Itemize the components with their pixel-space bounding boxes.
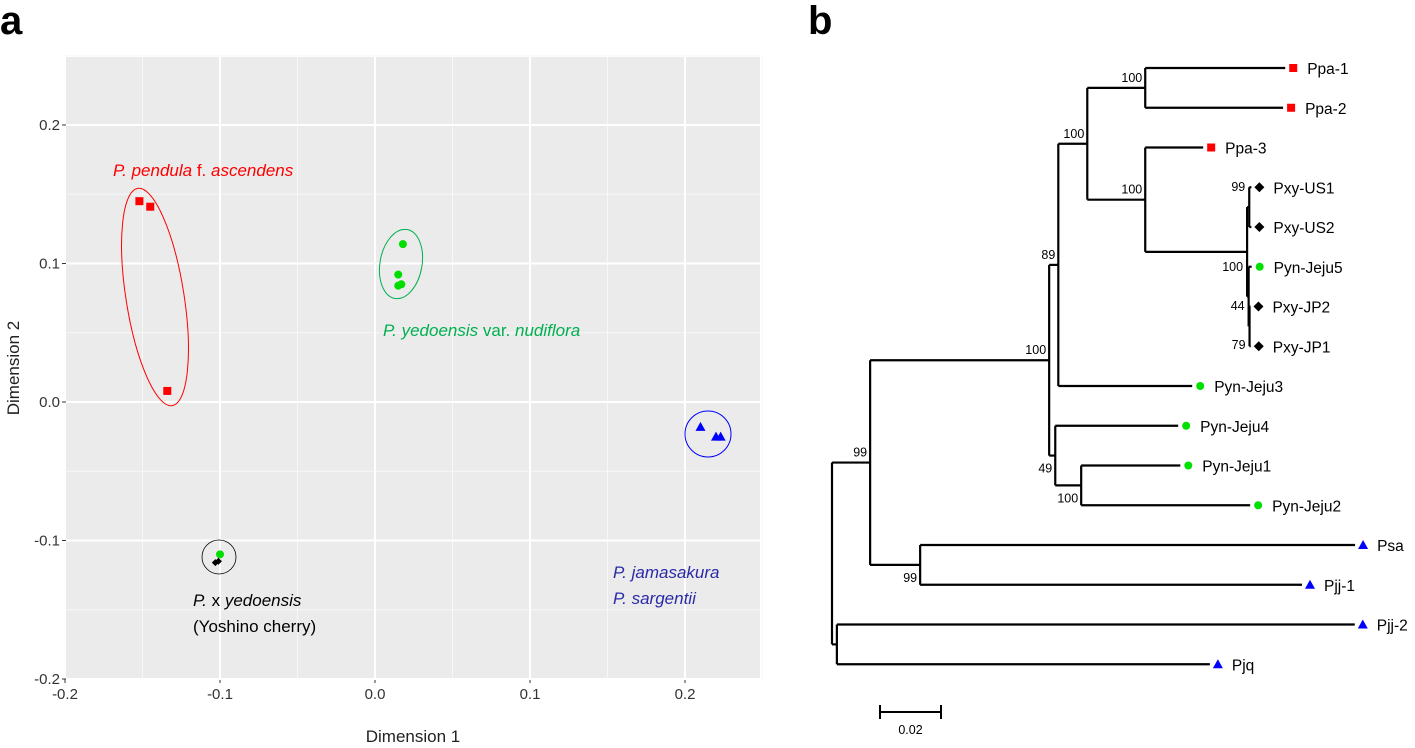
diamond-marker-icon [1253, 301, 1264, 312]
mds-scatter-plot: -0.2 -0.1 0.0 0.1 0.2 -0.2 -0.1 0.0 0.1 0.2 P. pen… [34, 55, 763, 703]
leaf-label: Pyn-Jeju5 [1274, 260, 1343, 277]
annotation-segment: P. sargentii [613, 589, 697, 608]
circle-marker-icon [1255, 262, 1264, 271]
x-tick-label: -0.1 [207, 686, 233, 703]
bootstrap-value: 99 [1231, 180, 1245, 194]
data-point [397, 280, 406, 289]
bootstrap-value: 100 [1057, 491, 1078, 505]
annotation-segment: P. jamasakura [613, 563, 719, 582]
cluster-annotation: P. sargentii [613, 589, 697, 608]
bootstrap-value: 100 [1025, 343, 1046, 357]
cluster-annotation: P. pendula f. ascendens [113, 161, 294, 180]
data-point [163, 386, 172, 395]
leaf-label: Psa [1377, 538, 1404, 555]
leaf-label: Pxy-JP2 [1272, 300, 1330, 317]
data-point [695, 421, 706, 431]
plot-background [66, 57, 760, 679]
cluster-annotation: (Yoshino cherry) [193, 617, 316, 636]
bootstrap-value: 100 [1121, 183, 1142, 197]
annotation-segment: f. [192, 161, 211, 180]
data-point [715, 431, 726, 441]
y-tick-label: 0.0 [39, 394, 60, 411]
bootstrap-value: 79 [1232, 338, 1246, 352]
leaf-label: Ppa-1 [1307, 61, 1348, 78]
panel-label-b: b [808, 0, 832, 43]
square-marker-icon [1289, 64, 1298, 72]
panel-label-a: a [0, 0, 23, 43]
data-point [214, 557, 222, 565]
annotation-segment: P. pendula [113, 161, 192, 180]
bootstrap-value: 49 [1038, 462, 1052, 476]
cluster-annotation: P. x yedoensis [193, 591, 302, 610]
circle-marker-icon [1196, 382, 1205, 390]
annotation-segment: var. [478, 321, 515, 340]
leaf-label: Pyn-Jeju2 [1272, 498, 1341, 515]
leaf-label: Pjj-1 [1324, 578, 1355, 595]
leaf-label: Ppa-2 [1305, 101, 1346, 118]
leaf-label: Pjq [1232, 657, 1254, 674]
x-tick-label: 0.1 [520, 686, 541, 703]
cluster-annotation: P. yedoensis var. nudiflora [383, 321, 580, 340]
leaf-label: Pjj-2 [1377, 618, 1408, 635]
leaf-label: Pyn-Jeju4 [1200, 419, 1269, 436]
triangle-marker-icon [1358, 540, 1369, 549]
triangle-marker-icon [1305, 579, 1316, 589]
leaf-label: Pyn-Jeju3 [1214, 379, 1283, 396]
y-tick-label: 0.2 [39, 117, 60, 134]
diamond-marker-icon [1253, 341, 1264, 352]
annotation-segment: yedoensis [224, 591, 302, 610]
diamond-marker-icon [1254, 222, 1265, 232]
data-point [146, 202, 155, 211]
circle-marker-icon [1184, 461, 1193, 470]
bootstrap-value: 99 [903, 571, 917, 585]
cluster-ellipse-pendula [121, 187, 189, 407]
annotation-segment: ascendens [211, 161, 294, 180]
annotation-segment: nudiflora [515, 321, 580, 340]
leaf-label: Pxy-US1 [1273, 180, 1334, 197]
cluster-ellipse-nudiflora [378, 228, 424, 300]
bootstrap-value: 89 [1041, 248, 1055, 262]
triangle-marker-icon [1212, 659, 1223, 669]
bootstrap-value: 44 [1231, 299, 1245, 313]
square-marker-icon [1287, 103, 1296, 112]
diamond-marker-icon [1254, 182, 1265, 193]
y-tick-label: -0.2 [34, 671, 60, 688]
data-point [135, 197, 144, 206]
annotation-segment: P. yedoensis [383, 321, 479, 340]
leaf-label: Pxy-JP1 [1273, 339, 1331, 356]
data-point [394, 270, 403, 279]
bootstrap-value: 99 [853, 446, 867, 460]
scale-bar-label: 0.02 [898, 723, 922, 737]
y-tick-label: -0.1 [34, 533, 60, 550]
triangle-marker-icon [1357, 619, 1368, 629]
x-tick-label: 0.2 [675, 686, 696, 703]
data-point [398, 240, 407, 249]
annotation-segment: x [207, 591, 225, 610]
phylogenetic-tree: 99 100 89 100 100 Ppa-1 Ppa-2 100 Ppa-3 100 99 Pxy-… [830, 61, 1408, 737]
y-axis-title: Dimension 2 [4, 321, 23, 416]
cluster-ellipse-yedoensis [201, 539, 237, 575]
x-axis-title: Dimension 1 [366, 727, 461, 743]
circle-marker-icon [1254, 501, 1263, 510]
bootstrap-value: 100 [1121, 71, 1142, 85]
annotation-segment: (Yoshino cherry) [193, 617, 316, 636]
x-tick-label: 0.0 [365, 686, 386, 703]
bootstrap-value: 100 [1063, 127, 1084, 141]
leaf-label: Pxy-US2 [1273, 220, 1334, 237]
data-point [216, 550, 224, 559]
leaf-label: Ppa-3 [1225, 141, 1266, 158]
cluster-ellipse-jamasakura [684, 410, 732, 458]
y-tick-label: 0.1 [39, 256, 60, 273]
cluster-annotation: P. jamasakura [613, 563, 719, 582]
square-marker-icon [1207, 143, 1216, 152]
circle-marker-icon [1182, 421, 1191, 430]
annotation-segment: P. [193, 591, 207, 610]
bootstrap-value: 100 [1222, 260, 1243, 274]
x-tick-label: -0.2 [52, 686, 78, 703]
leaf-label: Pyn-Jeju1 [1202, 459, 1271, 476]
